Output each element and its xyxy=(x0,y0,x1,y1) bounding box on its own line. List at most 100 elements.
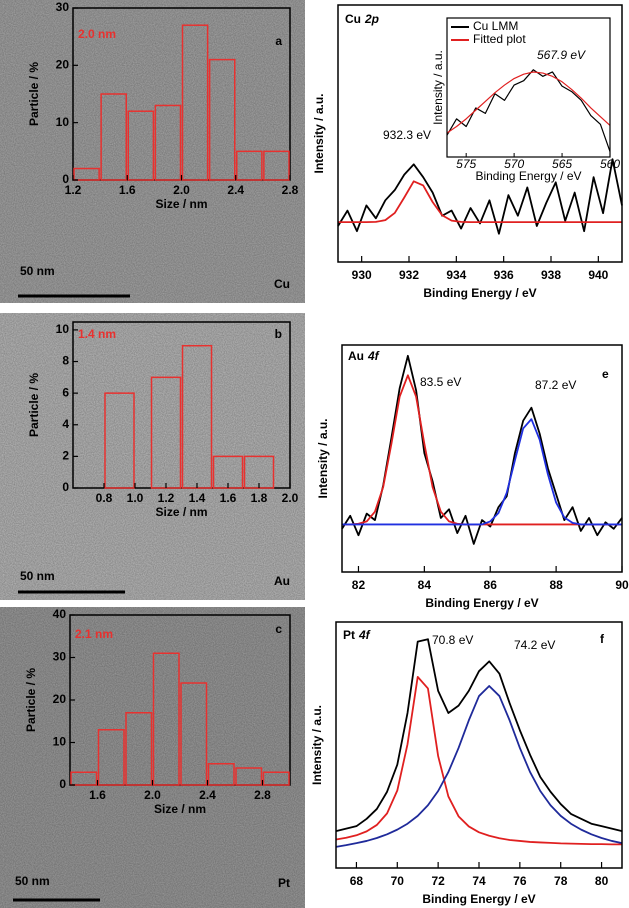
y-tick-label: 0 xyxy=(62,480,69,494)
y-axis-label: Intensity / a.u. xyxy=(312,93,326,173)
y-tick-label: 10 xyxy=(56,115,70,129)
spectrum-line xyxy=(338,180,622,224)
y-tick-label: 0 xyxy=(59,777,66,791)
inset-x-label: Binding Energy / eV xyxy=(475,169,581,183)
panel-title: Cu 2p xyxy=(345,12,379,26)
inset-frame xyxy=(446,17,611,158)
panel-title: Au 4f xyxy=(348,349,380,363)
panel-title: Pt 4f xyxy=(343,628,371,642)
x-tick-label: 90 xyxy=(615,578,629,592)
x-tick-label: 1.6 xyxy=(119,183,136,197)
x-axis-label: Binding Energy / eV xyxy=(425,596,538,610)
x-tick-label: 68 xyxy=(350,874,364,888)
panel-letter: f xyxy=(600,632,605,646)
panel-letter: a xyxy=(275,34,282,48)
inset-y-label: Intensity / a.u. xyxy=(431,50,445,125)
x-tick-label: 76 xyxy=(513,874,527,888)
x-tick-label: 2.0 xyxy=(144,788,161,802)
inset-annotation: 567.9 eV xyxy=(537,48,586,62)
bar xyxy=(236,150,263,181)
size-annotation: 2.1 nm xyxy=(75,627,113,641)
y-tick-label: 6 xyxy=(62,385,69,399)
element-name: Cu xyxy=(345,12,361,26)
x-tick-label: 2.0 xyxy=(173,183,190,197)
element-label: Au xyxy=(274,574,290,588)
x-tick-label: 2.4 xyxy=(199,788,216,802)
y-tick-label: 20 xyxy=(56,58,70,72)
bar xyxy=(104,392,135,489)
x-tick-label: 575 xyxy=(456,157,476,171)
x-tick-label: 1.8 xyxy=(251,491,268,505)
peak-annotation: 70.8 eV xyxy=(432,633,473,647)
peak-annotation: 74.2 eV xyxy=(514,638,555,652)
bar xyxy=(180,682,208,786)
bar xyxy=(207,763,235,786)
y-tick-label: 2 xyxy=(62,449,69,463)
bar xyxy=(97,729,125,786)
x-tick-label: 2.0 xyxy=(282,491,299,505)
element-name: Au xyxy=(348,349,364,363)
x-tick-label: 74 xyxy=(472,874,486,888)
x-tick-label: 0.8 xyxy=(96,491,113,505)
x-tick-label: 1.4 xyxy=(189,491,206,505)
bar xyxy=(152,652,180,786)
x-tick-label: 570 xyxy=(504,157,524,171)
peak-annotation: 83.5 eV xyxy=(420,375,461,389)
size-annotation: 1.4 nm xyxy=(78,327,116,341)
spectrum-line xyxy=(335,675,622,846)
orbital: 2p xyxy=(364,12,379,26)
y-tick-label: 30 xyxy=(53,650,67,664)
y-tick-label: 30 xyxy=(56,0,70,14)
x-tick-label: 934 xyxy=(446,268,466,282)
spectrum-line xyxy=(337,158,623,235)
x-tick-label: 78 xyxy=(554,874,568,888)
spectrum-line xyxy=(335,638,623,832)
plot-frame xyxy=(335,621,623,869)
plot-frame xyxy=(72,321,291,489)
x-tick-label: 936 xyxy=(494,268,514,282)
legend-label: Cu LMM xyxy=(473,19,518,33)
x-tick-label: 70 xyxy=(391,874,405,888)
y-tick-label: 20 xyxy=(53,692,67,706)
x-tick-label: 1.0 xyxy=(127,491,144,505)
y-axis-label: Particle / % xyxy=(24,668,38,732)
bar xyxy=(73,167,100,181)
y-tick-label: 40 xyxy=(53,607,67,621)
x-tick-label: 940 xyxy=(588,268,608,282)
spectrum-line xyxy=(335,685,623,848)
tem-grain xyxy=(0,607,305,908)
legend-label: Fitted plot xyxy=(473,32,526,46)
bar xyxy=(70,771,98,786)
y-tick-label: 8 xyxy=(62,354,69,368)
x-tick-label: 80 xyxy=(595,874,609,888)
x-tick-label: 938 xyxy=(541,268,561,282)
x-axis-label: Size / nm xyxy=(154,802,206,816)
element-label: Cu xyxy=(274,277,290,291)
size-annotation: 2.0 nm xyxy=(78,27,116,41)
x-tick-label: 72 xyxy=(431,874,445,888)
y-tick-label: 0 xyxy=(62,172,69,186)
bar xyxy=(235,767,263,786)
x-tick-label: 2.8 xyxy=(254,788,271,802)
x-tick-label: 82 xyxy=(352,578,366,592)
plot-frame xyxy=(341,344,623,573)
y-axis-label: Intensity / a.u. xyxy=(310,705,324,785)
x-axis-label: Size / nm xyxy=(155,197,207,211)
spectrum-line xyxy=(342,418,622,526)
peak-annotation: 87.2 eV xyxy=(535,378,576,392)
x-tick-label: 565 xyxy=(552,157,572,171)
x-tick-label: 86 xyxy=(484,578,498,592)
x-tick-label: 84 xyxy=(418,578,432,592)
x-tick-label: 930 xyxy=(352,268,372,282)
x-tick-label: 1.2 xyxy=(158,491,175,505)
bar xyxy=(208,58,236,181)
scale-bar-label: 50 nm xyxy=(20,264,55,278)
y-tick-label: 10 xyxy=(53,735,67,749)
panel-letter: e xyxy=(602,367,609,381)
plot-frame xyxy=(337,4,623,263)
x-tick-label: 932 xyxy=(399,268,419,282)
x-tick-label: 1.6 xyxy=(220,491,237,505)
x-axis-label: Binding Energy / eV xyxy=(423,286,536,300)
